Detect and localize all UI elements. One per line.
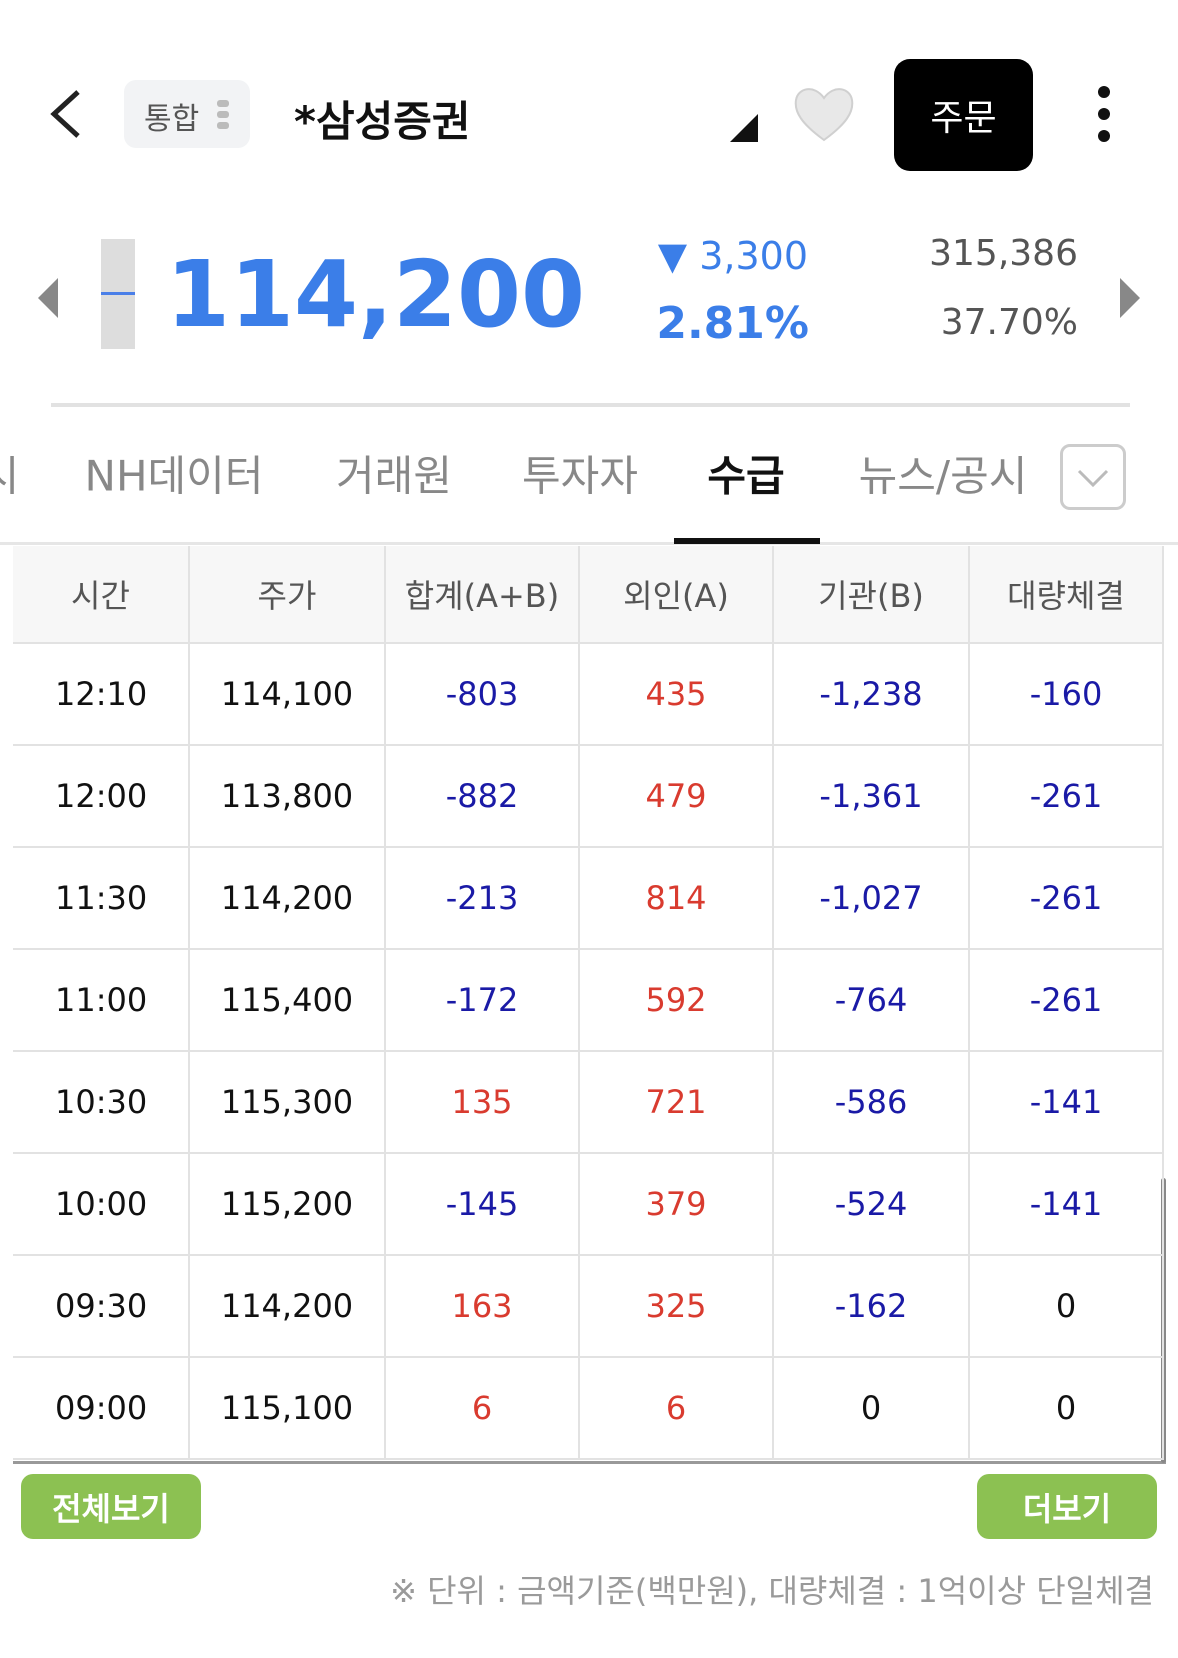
tab-dropdown[interactable] xyxy=(1060,444,1126,510)
table-cell: -261 xyxy=(970,848,1164,950)
table-cell: 0 xyxy=(970,1358,1164,1460)
divider xyxy=(51,403,1130,407)
table-cell: 814 xyxy=(580,848,774,950)
table-cell: 435 xyxy=(580,644,774,746)
table-cell: -145 xyxy=(386,1154,580,1256)
price-bar xyxy=(101,239,135,349)
table-cell: 12:10 xyxy=(13,644,190,746)
table-cell: 0 xyxy=(970,1256,1164,1358)
table-cell: -160 xyxy=(970,644,1164,746)
column-header: 합계(A+B) xyxy=(386,546,580,644)
tab[interactable]: 투자자 xyxy=(522,451,638,501)
table-cell: 0 xyxy=(774,1358,970,1460)
table-cell: -141 xyxy=(970,1052,1164,1154)
table-cell: 115,300 xyxy=(190,1052,386,1154)
favorite-heart[interactable] xyxy=(792,84,856,144)
table-cell: -803 xyxy=(386,644,580,746)
volume: 315,386 xyxy=(929,233,1078,274)
column-header: 외인(A) xyxy=(580,546,774,644)
table-cell: 10:00 xyxy=(13,1154,190,1256)
table-cell: 115,400 xyxy=(190,950,386,1052)
table-bottom xyxy=(13,1461,1166,1464)
table-cell: 09:30 xyxy=(13,1256,190,1358)
corner-triangle xyxy=(730,114,758,142)
table-cell: 379 xyxy=(580,1154,774,1256)
column-header: 기관(B) xyxy=(774,546,970,644)
volume-rate: 37.70% xyxy=(940,302,1078,343)
table-cell: -764 xyxy=(774,950,970,1052)
table-cell: -213 xyxy=(386,848,580,950)
price-change: ▼ 3,300 xyxy=(657,234,808,278)
table-cell: -172 xyxy=(386,950,580,1052)
table-cell: 10:30 xyxy=(13,1052,190,1154)
table-cell: -1,027 xyxy=(774,848,970,950)
tab[interactable]: NH데이터 xyxy=(84,451,264,501)
current-price: 114,200 xyxy=(166,241,586,348)
stock-title: *삼성증권 xyxy=(294,97,471,146)
next-arrow[interactable] xyxy=(1118,278,1142,318)
column-header: 주가 xyxy=(190,546,386,644)
table-cell: 09:00 xyxy=(13,1358,190,1460)
table-cell: 113,800 xyxy=(190,746,386,848)
back-button[interactable] xyxy=(44,88,88,140)
table-cell: -524 xyxy=(774,1154,970,1256)
table-cell: 6 xyxy=(580,1358,774,1460)
table-cell: 479 xyxy=(580,746,774,848)
exchange-pill[interactable]: 통합 xyxy=(124,80,250,148)
change-rate: 2.81% xyxy=(656,298,809,349)
more-menu[interactable] xyxy=(1092,84,1116,144)
table-cell: -1,361 xyxy=(774,746,970,848)
table-cell: 115,200 xyxy=(190,1154,386,1256)
table-cell: -586 xyxy=(774,1052,970,1154)
table-cell: 325 xyxy=(580,1256,774,1358)
table-cell: -261 xyxy=(970,746,1164,848)
table-cell: 135 xyxy=(386,1052,580,1154)
table-cell: 11:30 xyxy=(13,848,190,950)
table-cell: 721 xyxy=(580,1052,774,1154)
table-cell: -162 xyxy=(774,1256,970,1358)
tab[interactable]: 시 xyxy=(0,443,19,504)
tab-baseline xyxy=(0,542,1178,545)
table-cell: -141 xyxy=(970,1154,1164,1256)
table-cell: -882 xyxy=(386,746,580,848)
pill-icon xyxy=(217,100,229,129)
order-button[interactable]: 주문 xyxy=(894,59,1033,171)
tab-underline xyxy=(674,538,820,544)
table-cell: 11:00 xyxy=(13,950,190,1052)
footnote: ※ 단위 : 금액기준(백만원), 대량체결 : 1억이상 단일체결 xyxy=(390,1572,1154,1610)
table-cell: 592 xyxy=(580,950,774,1052)
tab[interactable]: 수급 xyxy=(707,451,785,501)
more-button[interactable]: 더보기 xyxy=(977,1474,1157,1539)
table-cell: -261 xyxy=(970,950,1164,1052)
table-cell: 115,100 xyxy=(190,1358,386,1460)
table-cell: 114,200 xyxy=(190,848,386,950)
exchange-label: 통합 xyxy=(144,102,200,137)
tab[interactable]: 뉴스/공시 xyxy=(858,451,1028,501)
table-cell: 12:00 xyxy=(13,746,190,848)
table-cell: 114,100 xyxy=(190,644,386,746)
table-cell: -1,238 xyxy=(774,644,970,746)
prev-arrow[interactable] xyxy=(36,278,60,318)
view-all-button[interactable]: 전체보기 xyxy=(21,1474,201,1539)
column-header: 시간 xyxy=(13,546,190,644)
tab[interactable]: 거래원 xyxy=(336,451,452,501)
column-header: 대량체결 xyxy=(970,546,1164,644)
table-cell: 163 xyxy=(386,1256,580,1358)
table-cell: 114,200 xyxy=(190,1256,386,1358)
table-cell: 6 xyxy=(386,1358,580,1460)
